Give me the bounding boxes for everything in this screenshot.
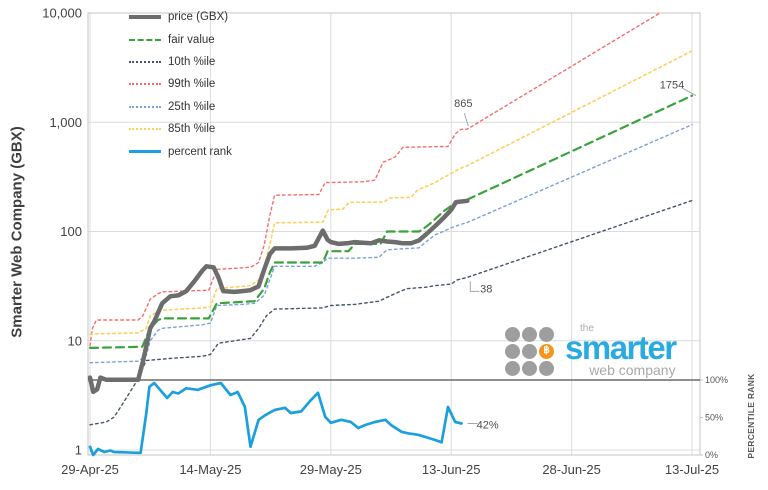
legend-item-p25: 25th %ile [129,96,232,118]
legend-label: 99th %ile [168,78,216,91]
legend-item-percent_rank: percent rank [129,140,232,162]
logo-dot [505,326,520,342]
y-tick-label: 1,000 [49,115,82,130]
right-tick-label: 0% [705,450,718,460]
annotation-leader [682,88,697,97]
legend-swatch-fair [129,38,161,41]
logo-dot [539,326,554,342]
legend-label: 85th %ile [168,123,216,136]
annotation-1754: 1754 [660,80,684,92]
logo-dot-grid: ฿ [505,326,554,376]
logo-dot [522,360,537,376]
legend-swatch-p10 [129,60,161,63]
y-axis-labels: 10,000 1,000 100 10 1 [42,6,82,458]
annotation-leader [469,281,480,292]
series-percent_rank [88,381,463,457]
gridlines [88,12,700,455]
logo-dot [522,326,537,342]
legend-swatch-p99 [129,83,161,86]
legend-swatch-p25 [129,105,161,108]
y-tick-label: 100 [60,224,82,239]
right-axis-labels: 100% 50% 0% [700,375,728,460]
logo-subtitle: web company [589,362,676,379]
legend-item-price: price (GBX) [129,6,232,28]
legend-label: 25th %ile [168,100,216,113]
annotation-38: 38 [480,283,492,295]
right-tick-label: 50% [705,413,723,423]
logo-name: smarter [565,329,677,366]
y-tick-label: 10 [68,333,82,348]
plot-border [87,12,701,456]
series-p10 [89,199,693,426]
x-tick-label: 13-Jun-25 [422,462,481,477]
right-axis-title: PERCENTILE RANK [746,373,756,459]
right-tick-label: 100% [705,375,728,385]
series-price [87,198,470,395]
legend-swatch-price [129,15,161,20]
x-axis-labels: 29-Apr-25 14-May-25 29-May-25 13-Jun-25 28-J… [61,462,719,477]
series-fair [88,94,694,349]
logo-dot [505,343,520,359]
logo-dot [522,343,537,359]
smarter-web-company-logo: ฿ the smarter web company [505,323,677,379]
logo-text: the smarter web company [565,323,677,379]
legend-swatch-p85 [129,128,161,131]
y-axis-title: Smarter Web Company (GBX) [8,126,26,338]
series-p25 [89,124,693,364]
series-p99 [89,12,661,347]
y-tick-label: 10,000 [42,6,82,21]
x-tick-label: 29-Apr-25 [61,462,119,477]
legend-item-p85: 85th %ile [129,118,232,140]
legend-swatch-percent_rank [129,150,161,154]
logo-dot [505,360,520,376]
legend-label: fair value [168,33,215,46]
legend-label: percent rank [168,145,232,158]
legend-item-p10: 10th %ile [129,51,232,73]
legend-item-fair: fair value [129,28,232,50]
x-tick-label: 14-May-25 [179,462,241,477]
logo-the: the [580,323,594,334]
logo-dot [539,360,554,376]
x-tick-label: 28-Jun-25 [542,462,601,477]
legend: price (GBX) fair value 10th %ile 99th %ile 2… [129,6,232,163]
y-tick-label: 1 [75,443,82,458]
bitcoin-icon: ฿ [539,343,554,359]
x-tick-label: 29-May-25 [300,462,362,477]
legend-item-p99: 99th %ile [129,73,232,95]
annotation-42pct: 42% [477,420,499,432]
annotation-leader [463,112,469,127]
legend-label: 10th %ile [168,55,216,68]
annotation-865: 865 [454,98,472,110]
x-tick-label: 13-Jul-25 [665,462,719,477]
legend-label: price (GBX) [168,11,229,24]
